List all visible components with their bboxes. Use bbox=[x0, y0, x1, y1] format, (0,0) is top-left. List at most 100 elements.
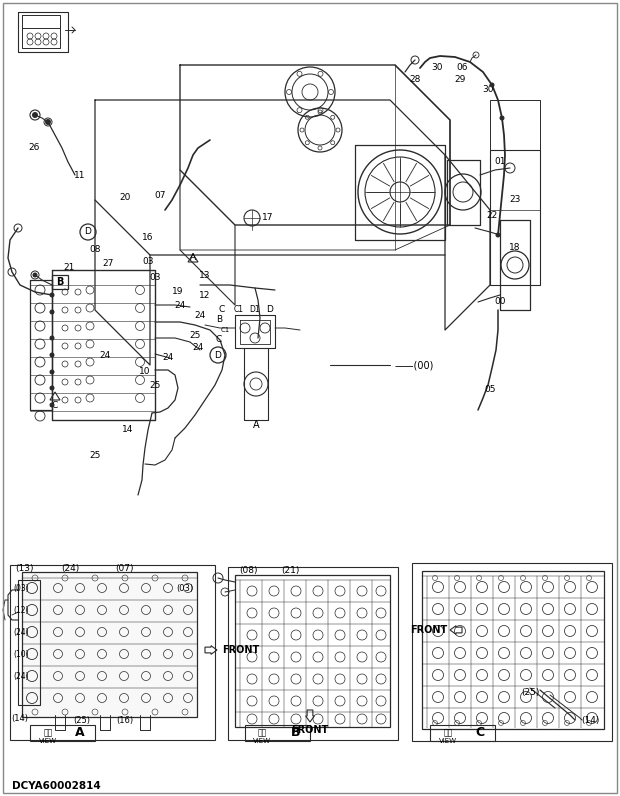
Text: 矢視: 矢視 bbox=[443, 728, 453, 738]
Text: 21: 21 bbox=[64, 263, 75, 272]
Text: FRONT: FRONT bbox=[410, 625, 447, 635]
Text: 29: 29 bbox=[454, 76, 466, 84]
Text: 05: 05 bbox=[484, 385, 496, 395]
Text: 25: 25 bbox=[89, 451, 100, 459]
Bar bbox=[22, 572, 197, 717]
Text: (07): (07) bbox=[116, 564, 135, 572]
Text: D1: D1 bbox=[250, 306, 260, 314]
Text: 22: 22 bbox=[486, 210, 498, 220]
Text: 00: 00 bbox=[494, 298, 506, 306]
Text: B: B bbox=[216, 315, 222, 325]
Bar bbox=[228, 567, 398, 740]
Circle shape bbox=[50, 369, 55, 374]
Text: C: C bbox=[52, 400, 58, 409]
Circle shape bbox=[50, 292, 55, 298]
Text: 18: 18 bbox=[509, 244, 521, 252]
Circle shape bbox=[50, 335, 55, 341]
Circle shape bbox=[495, 232, 500, 237]
Text: B: B bbox=[291, 727, 301, 739]
Text: (10): (10) bbox=[13, 650, 29, 658]
Text: (12): (12) bbox=[13, 606, 29, 615]
Text: 03: 03 bbox=[149, 274, 161, 283]
Text: D: D bbox=[215, 350, 221, 360]
Text: 08: 08 bbox=[89, 245, 100, 255]
Text: C1: C1 bbox=[234, 306, 244, 314]
Text: C1: C1 bbox=[220, 327, 229, 333]
Circle shape bbox=[50, 403, 55, 408]
Circle shape bbox=[50, 385, 55, 391]
Bar bbox=[235, 575, 390, 727]
Text: 10: 10 bbox=[140, 368, 151, 377]
Bar bbox=[412, 563, 612, 741]
Text: (03): (03) bbox=[177, 583, 193, 592]
Text: 26: 26 bbox=[29, 143, 40, 153]
Text: (25): (25) bbox=[521, 688, 539, 696]
Bar bbox=[430, 725, 495, 741]
Text: C: C bbox=[216, 335, 222, 345]
Circle shape bbox=[32, 272, 37, 278]
Text: 矢視: 矢視 bbox=[257, 728, 267, 738]
Text: (16): (16) bbox=[117, 716, 133, 724]
Text: 25: 25 bbox=[149, 380, 161, 389]
Bar bbox=[422, 571, 604, 729]
Text: (13): (13) bbox=[16, 564, 34, 572]
Text: A: A bbox=[190, 252, 196, 262]
Text: 19: 19 bbox=[172, 287, 184, 296]
Text: C: C bbox=[476, 727, 485, 739]
Text: 20: 20 bbox=[119, 193, 131, 202]
Text: 06: 06 bbox=[456, 63, 467, 72]
Text: B: B bbox=[56, 277, 64, 287]
Text: 30: 30 bbox=[432, 64, 443, 72]
Text: 17: 17 bbox=[262, 213, 274, 223]
Bar bbox=[30, 725, 95, 741]
Text: 07: 07 bbox=[154, 190, 166, 200]
Text: 28: 28 bbox=[409, 76, 421, 84]
Text: (25): (25) bbox=[74, 716, 91, 724]
Text: 11: 11 bbox=[74, 170, 86, 180]
Text: 矢視: 矢視 bbox=[43, 728, 53, 738]
Text: D: D bbox=[267, 306, 273, 314]
Text: 24: 24 bbox=[192, 344, 203, 353]
Text: 12: 12 bbox=[199, 291, 211, 299]
Text: 16: 16 bbox=[142, 233, 154, 243]
Text: A: A bbox=[253, 420, 259, 430]
Text: FRONT: FRONT bbox=[291, 725, 329, 735]
Bar bbox=[10, 565, 215, 740]
Text: 13: 13 bbox=[199, 271, 211, 279]
Text: 01: 01 bbox=[494, 158, 506, 166]
Text: 24: 24 bbox=[162, 353, 174, 362]
Text: 24: 24 bbox=[174, 301, 185, 310]
Text: A: A bbox=[75, 727, 85, 739]
Bar bbox=[18, 580, 40, 705]
Text: (14): (14) bbox=[581, 716, 599, 724]
Text: (21): (21) bbox=[281, 565, 299, 575]
Text: (24): (24) bbox=[61, 564, 79, 572]
Text: (14): (14) bbox=[12, 713, 29, 723]
Text: DCYA60002814: DCYA60002814 bbox=[12, 781, 100, 791]
Text: D: D bbox=[84, 228, 91, 236]
Text: (08): (08) bbox=[239, 565, 257, 575]
Circle shape bbox=[490, 83, 495, 88]
Text: C: C bbox=[219, 306, 225, 314]
Text: 24: 24 bbox=[99, 350, 110, 360]
Text: 14: 14 bbox=[122, 426, 134, 435]
Text: 03: 03 bbox=[142, 257, 154, 267]
Text: VIEW: VIEW bbox=[439, 738, 457, 744]
Text: (24): (24) bbox=[13, 627, 29, 637]
Text: 27: 27 bbox=[102, 259, 113, 267]
Circle shape bbox=[45, 119, 51, 125]
Bar bbox=[245, 725, 310, 741]
Text: VIEW: VIEW bbox=[253, 738, 271, 744]
Circle shape bbox=[50, 353, 55, 357]
Circle shape bbox=[50, 310, 55, 314]
Text: (24): (24) bbox=[13, 672, 29, 681]
Circle shape bbox=[32, 112, 38, 118]
Text: VIEW: VIEW bbox=[39, 738, 57, 744]
Text: 25: 25 bbox=[189, 330, 201, 340]
Text: 24: 24 bbox=[195, 310, 206, 319]
Circle shape bbox=[500, 115, 505, 120]
Text: ——(00): ——(00) bbox=[395, 360, 435, 370]
Bar bbox=[52, 275, 68, 289]
Text: (03): (03) bbox=[13, 583, 29, 592]
Text: 30: 30 bbox=[482, 85, 494, 95]
